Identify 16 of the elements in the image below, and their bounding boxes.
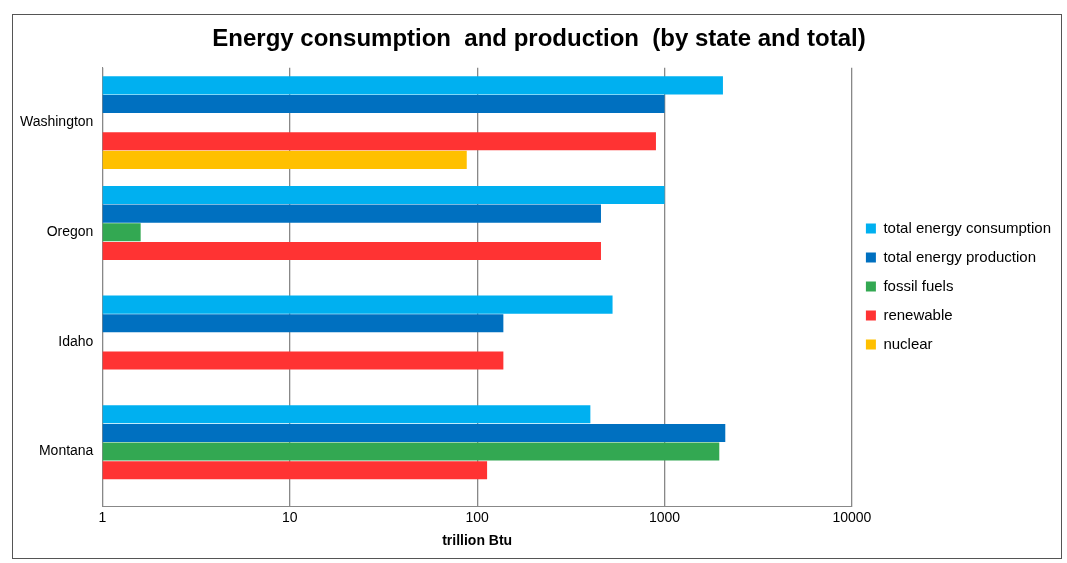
- legend-label: total energy production: [883, 247, 1037, 265]
- legend-label: renewable: [883, 305, 953, 323]
- legend-label: nuclear: [883, 334, 933, 352]
- x-tick-label: 10000: [832, 508, 872, 525]
- y-tick-label: Oregon: [46, 223, 94, 240]
- chart-title: Energy consumption and production (by state and total): [212, 24, 866, 52]
- x-axis-title: trillion Btu: [442, 532, 513, 549]
- x-tick-label: 100: [465, 508, 490, 525]
- x-tick-label: 1000: [648, 508, 681, 525]
- legend-label: fossil fuels: [883, 276, 954, 294]
- y-tick-label: Idaho: [58, 332, 94, 349]
- y-tick-label: Washington: [19, 113, 94, 130]
- x-tick-label: 1: [98, 508, 107, 525]
- y-tick-label: Montana: [38, 442, 94, 459]
- legend-label: total energy consumption: [883, 218, 1052, 236]
- x-tick-label: 10: [281, 508, 298, 525]
